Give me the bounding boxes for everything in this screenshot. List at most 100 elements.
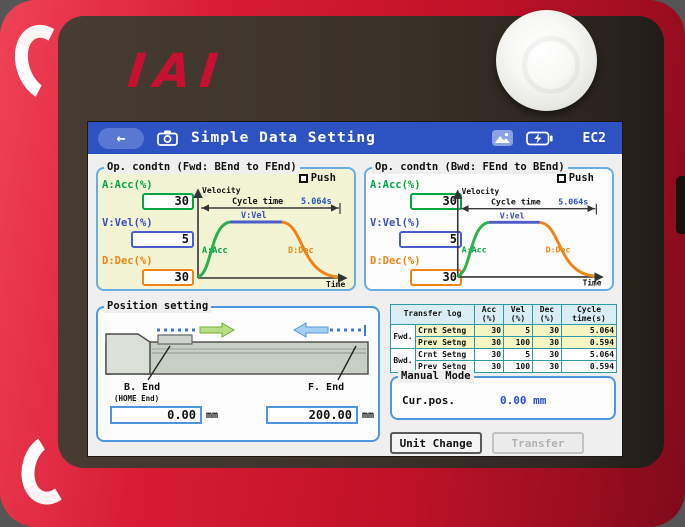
op-condition-bwd-panel[interactable]: Op. condtn (Bwd: FEnd to BEnd) Push A:Ac… [364, 161, 614, 291]
transfer-button[interactable]: Transfer [492, 432, 584, 454]
group-label-bwd: Bwd. [390, 348, 416, 373]
vel-value: 100 [503, 360, 534, 373]
acc-value: 30 [474, 348, 505, 361]
y-axis-label: Velocity [462, 187, 500, 196]
op-condition-fwd-panel[interactable]: Op. condtn (Fwd: BEnd to FEnd) Push A:Ac… [96, 161, 356, 291]
vel-value: 5 [503, 348, 534, 361]
cycle-time-label: Cycle time [232, 196, 283, 207]
cycle-value: 0.594 [561, 336, 618, 349]
push-label: Push [568, 172, 594, 184]
setting-name: Prev Setng [414, 336, 476, 349]
vel-label: V:Vel(%) [102, 217, 153, 229]
b-end-unit: mm [206, 410, 219, 421]
emergency-stop-knob[interactable] [496, 10, 597, 111]
dec-value: 30 [532, 348, 563, 361]
setting-name: Prev Setng [414, 360, 476, 373]
position-setting-panel: Position setting B. End [96, 300, 380, 442]
b-end-label: B. End [124, 382, 161, 393]
x-axis-label: Time [326, 279, 345, 289]
dec-label: D:Dec(%) [102, 255, 153, 267]
back-arrow-icon: ← [116, 129, 126, 147]
table-row: Fwd. Crnt Setng 30 5 30 5.064 [390, 324, 618, 349]
table-row: Prev Setng 30 100 30 0.594 [391, 360, 618, 373]
acc-label: A:Acc(%) [370, 179, 421, 191]
side-connector-tab [676, 176, 685, 234]
back-button[interactable]: ← [98, 127, 144, 149]
col-header-vel: Vel (%) [503, 304, 534, 325]
touchscreen: ← Simple Data Setting [88, 122, 622, 456]
table-row: Prev Setng 30 100 30 0.594 [391, 336, 618, 349]
transfer-log-table: Transfer log Acc (%) Vel (%) Dec (%) Cycle t… [389, 304, 618, 373]
battery-charging-icon [525, 131, 553, 146]
b-end-sub-label: (HOME End) [114, 394, 160, 403]
cycle-time-label: Cycle time [491, 197, 541, 207]
y-axis-label: Velocity [202, 185, 241, 195]
position-setting-title: Position setting [104, 300, 212, 313]
actuator-diagram [105, 322, 369, 381]
title-bar: ← Simple Data Setting [88, 122, 622, 154]
acc-value: 30 [474, 360, 505, 373]
cycle-value: 0.594 [561, 360, 618, 373]
cycle-time-value: 5.064s [301, 197, 332, 207]
dec-value: 30 [532, 324, 563, 337]
acc-curve-label: A:Acc [202, 246, 228, 256]
dec-input-bwd[interactable]: 30 [410, 269, 462, 286]
dec-input-fwd[interactable]: 30 [142, 269, 194, 286]
transfer-log-title: Transfer log [389, 304, 476, 325]
table-row: Bwd. Crnt Setng 30 5 30 5.064 [390, 348, 618, 373]
vel-curve-label: V:Vel [241, 211, 267, 221]
vel-value: 5 [503, 324, 534, 337]
cycle-time-value: 5.064s [558, 197, 588, 207]
camera-icon[interactable] [157, 130, 178, 146]
push-option-fwd[interactable]: Push [298, 172, 336, 184]
vel-input-fwd[interactable]: 5 [131, 231, 194, 248]
dec-label: D:Dec(%) [370, 255, 421, 267]
col-header-acc: Acc (%) [474, 304, 505, 325]
unit-change-button[interactable]: Unit Change [390, 432, 482, 454]
col-header-cycle: Cycle time(s) [561, 304, 618, 325]
main-content: Op. condtn (Fwd: BEnd to FEnd) Push A:Ac… [88, 154, 622, 456]
image-icon[interactable] [491, 130, 513, 146]
current-position-label: Cur.pos. [402, 394, 455, 407]
cycle-value: 5.064 [561, 348, 618, 361]
acc-curve-label: A:Acc [462, 245, 487, 255]
group-label-fwd: Fwd. [390, 324, 416, 349]
f-end-unit: mm [362, 410, 375, 421]
push-label: Push [310, 172, 336, 184]
acc-input-bwd[interactable]: 30 [410, 193, 462, 210]
b-end-input[interactable]: 0.00 [110, 406, 202, 424]
push-checkbox-fwd[interactable] [298, 173, 308, 183]
page-title: Simple Data Setting [191, 130, 376, 146]
transfer-log-header-row: Transfer log Acc (%) Vel (%) Dec (%) Cycle t… [389, 304, 618, 325]
controller-id: EC2 [582, 130, 606, 146]
push-checkbox-bwd[interactable] [556, 173, 566, 183]
acc-input-fwd[interactable]: 30 [142, 193, 194, 210]
vel-label: V:Vel(%) [370, 217, 421, 229]
setting-name: Crnt Setng [414, 324, 476, 337]
x-axis-label: Time [583, 279, 602, 288]
dec-value: 30 [532, 336, 563, 349]
f-end-label: F. End [308, 382, 345, 393]
vel-input-bwd[interactable]: 5 [399, 231, 462, 248]
vel-curve-label: V:Vel [500, 210, 525, 220]
dec-curve-label: D:Dec [546, 245, 571, 255]
dec-value: 30 [532, 360, 563, 373]
current-position-value: 0.00 mm [500, 394, 547, 407]
f-end-input[interactable]: 200.00 [266, 406, 358, 424]
manual-mode-title: Manual Mode [398, 370, 474, 383]
op-bwd-title: Op. condtn (Bwd: FEnd to BEnd) [372, 161, 568, 174]
push-option-bwd[interactable]: Push [556, 172, 594, 184]
brand-logo: IAI [125, 44, 230, 99]
cycle-value: 5.064 [561, 324, 618, 337]
velocity-profile-chart-bwd: Velocity Cycle time 5.064s A:Acc V:Vel D… [453, 187, 604, 288]
velocity-profile-chart-fwd: Velocity Cycle time 5.064s A:Acc V:Vel D… [193, 185, 348, 289]
manual-mode-panel: Manual Mode Cur.pos. 0.00 mm [390, 370, 616, 420]
setting-name: Crnt Setng [414, 348, 476, 361]
acc-value: 30 [474, 336, 505, 349]
acc-value: 30 [474, 324, 505, 337]
col-header-dec: Dec (%) [532, 304, 563, 325]
op-fwd-title: Op. condtn (Fwd: BEnd to FEnd) [104, 161, 300, 174]
vel-value: 100 [503, 336, 534, 349]
dec-curve-label: D:Dec [288, 246, 314, 256]
